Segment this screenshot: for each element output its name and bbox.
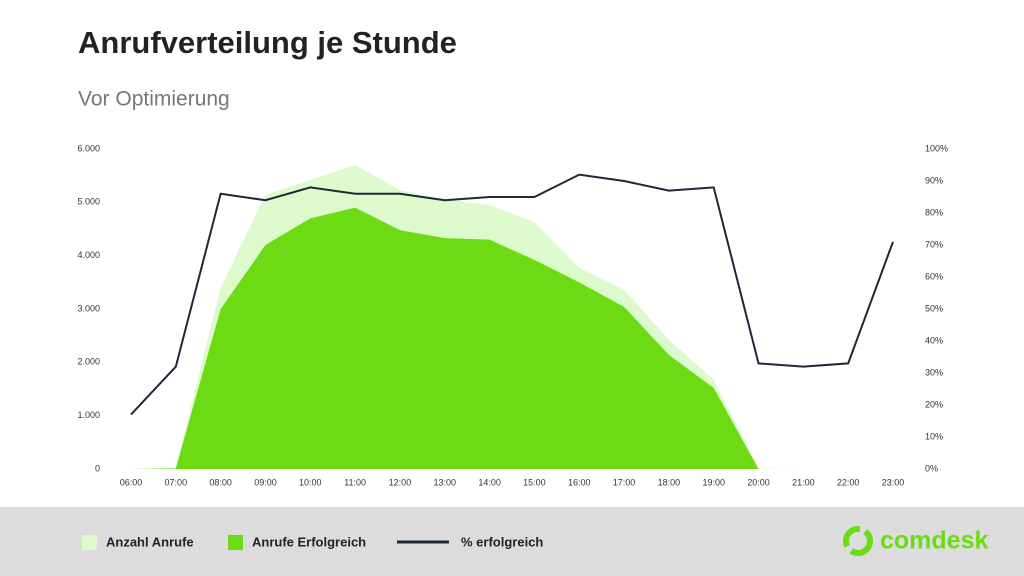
y-tick-label: 3.000 <box>77 303 100 313</box>
x-tick-label: 08:00 <box>209 477 232 487</box>
legend-band <box>0 507 1024 576</box>
y-tick-label: 2.000 <box>77 357 100 367</box>
logo-icon <box>843 526 873 556</box>
chart-subtitle: Vor Optimierung <box>78 88 230 111</box>
line <box>130 173 894 416</box>
x-tick-label: 15:00 <box>523 477 546 487</box>
y-tick-label: 4.000 <box>77 250 100 260</box>
x-tick-label: 19:00 <box>702 477 725 487</box>
x-tick-label: 09:00 <box>254 477 277 487</box>
y2-tick-label: 0% <box>925 463 938 473</box>
chart-title: Anrufverteilung je Stunde <box>78 25 457 60</box>
legend-label: Anrufe Erfolgreich <box>252 534 366 549</box>
x-tick-label: 22:00 <box>837 477 860 487</box>
y2-tick-label: 50% <box>925 303 943 313</box>
y2-tick-label: 100% <box>925 143 948 153</box>
x-tick-label: 06:00 <box>120 477 143 487</box>
y2-tick-label: 10% <box>925 431 943 441</box>
y2-tick-label: 80% <box>925 207 943 217</box>
y-tick-label: 1.000 <box>77 410 100 420</box>
x-tick-label: 10:00 <box>299 477 322 487</box>
x-tick-label: 11:00 <box>344 477 366 487</box>
legend-label: % erfolgreich <box>461 534 543 549</box>
brand-name: comdesk <box>880 527 988 555</box>
x-tick-label: 23:00 <box>882 477 905 487</box>
y-tick-label: 0 <box>95 463 100 473</box>
y-tick-label: 6.000 <box>77 143 100 153</box>
x-tick-label: 17:00 <box>613 477 636 487</box>
x-tick-label: 12:00 <box>389 477 412 487</box>
x-tick-label: 14:00 <box>478 477 501 487</box>
area <box>131 207 893 469</box>
x-tick-label: 20:00 <box>747 477 770 487</box>
y2-tick-label: 90% <box>925 175 943 185</box>
legend-swatch <box>82 535 97 550</box>
x-tick-label: 21:00 <box>792 477 815 487</box>
y-tick-label: 5.000 <box>77 197 100 207</box>
plot: 0 1.000 2.000 3.000 4.000 5.000 6.000 0% 10% 20% 3… <box>77 143 948 487</box>
legend-swatch <box>228 535 243 550</box>
x-tick-label: 07:00 <box>165 477 188 487</box>
brand-logo: comdesk <box>843 526 988 556</box>
x-tick-label: 18:00 <box>658 477 681 487</box>
x-tick-label: 16:00 <box>568 477 591 487</box>
legend-label: Anzahl Anrufe <box>106 534 194 549</box>
x-tick-label: 13:00 <box>433 477 456 487</box>
y2-tick-label: 40% <box>925 335 943 345</box>
y2-tick-label: 70% <box>925 239 943 249</box>
y2-tick-label: 30% <box>925 367 943 377</box>
y2-tick-label: 60% <box>925 271 943 281</box>
y2-tick-label: 20% <box>925 399 943 409</box>
